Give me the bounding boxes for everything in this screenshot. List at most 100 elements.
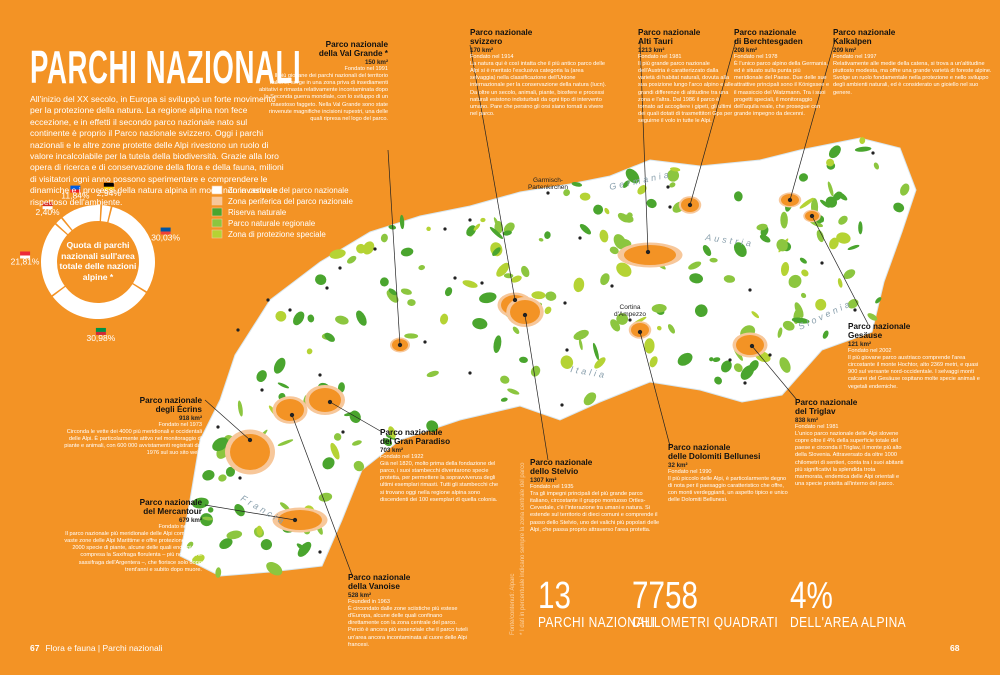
donut-label: 30,03% xyxy=(151,233,180,243)
flag xyxy=(160,231,171,235)
park-founded: Fondato nel 1990 xyxy=(668,469,712,476)
park-founded: Fondato nel 2002 xyxy=(848,348,892,355)
protected-area xyxy=(829,237,839,250)
city-dot xyxy=(610,284,614,288)
protected-area xyxy=(689,273,704,284)
protected-area xyxy=(759,234,771,243)
park-name: Parco nazionale Kalkalpen xyxy=(833,28,896,46)
protected-area xyxy=(599,229,609,243)
flag xyxy=(20,251,31,256)
leader-line xyxy=(751,345,798,401)
protected-area xyxy=(867,313,878,321)
protected-area xyxy=(622,180,630,188)
leader-line xyxy=(789,39,836,201)
park-area: 528 km² xyxy=(348,592,372,599)
protected-area xyxy=(847,299,859,309)
city-dot xyxy=(666,185,670,189)
park-text: L'unico parco nazionale delle Alpi slove… xyxy=(795,431,904,487)
protected-area xyxy=(399,214,405,230)
park-founded: Fondato nel 1979 xyxy=(158,524,202,531)
park-text: È l'unico parco alpino della Germania, e… xyxy=(734,61,830,117)
protected-areas xyxy=(186,137,910,578)
leader-dot xyxy=(327,399,333,405)
protected-area xyxy=(493,335,502,353)
park-core xyxy=(276,399,304,421)
park-founded: Founded in 1963 xyxy=(348,599,390,606)
stat-label: PARCHI NAZIONALI xyxy=(538,614,656,631)
protected-area xyxy=(610,319,621,332)
protected-area xyxy=(594,357,606,369)
park-area: 1307 km² xyxy=(530,477,557,484)
protected-area xyxy=(462,280,478,288)
protected-area xyxy=(479,292,497,304)
park-core xyxy=(278,510,322,530)
protected-area xyxy=(500,397,508,402)
protected-area xyxy=(362,241,375,255)
protected-area xyxy=(838,215,848,225)
city-dot xyxy=(628,318,632,322)
protected-area xyxy=(260,539,273,551)
protected-area xyxy=(544,231,551,239)
donut-label: 30,98% xyxy=(86,333,115,343)
protected-area xyxy=(709,257,718,263)
stat-number: 13 xyxy=(538,575,571,617)
protected-area xyxy=(404,333,419,339)
leader-line xyxy=(689,39,737,206)
park-area: 32 km² xyxy=(668,462,688,469)
donut-label: 2,94% xyxy=(97,188,122,198)
protected-area xyxy=(836,232,851,244)
protected-area xyxy=(489,226,503,239)
protected-area xyxy=(578,338,583,351)
city-dot xyxy=(260,388,264,392)
protected-area xyxy=(854,146,872,152)
park-name: Parco nazionale del Mercantour xyxy=(139,498,202,516)
park-text: Già nel 1820, molto prima della fondazio… xyxy=(380,461,499,503)
park-name: Parco nazionale degli Écrins xyxy=(139,396,202,414)
protected-area xyxy=(702,244,712,257)
park-founded: Fondato nel 1935 xyxy=(530,484,574,491)
park-founded: Fondato nel 1978 xyxy=(734,54,778,61)
city-dot xyxy=(288,308,292,312)
protected-area xyxy=(496,262,510,277)
donut-segment xyxy=(41,224,68,296)
park-founded: Fondato nel 1914 xyxy=(470,54,514,61)
protected-area xyxy=(426,370,439,378)
protected-area xyxy=(273,357,286,374)
protected-area xyxy=(669,182,676,188)
protected-area xyxy=(688,261,702,270)
city-dot xyxy=(565,348,569,352)
footer-left: 67 Flora e fauna | Parchi nazionali xyxy=(30,643,163,653)
park-card: Parco nazionale Alti Tauri 1213 km² Fondat… xyxy=(638,28,736,125)
footnote: * I dati in percentuale indicano sempre … xyxy=(520,462,526,635)
protected-area xyxy=(779,357,791,373)
stat-label: DELL'AREA ALPINA xyxy=(790,614,907,631)
protected-area xyxy=(191,554,205,564)
leader-dot xyxy=(522,312,528,318)
city-dot xyxy=(853,308,857,312)
protected-area xyxy=(740,365,755,380)
leader-dot xyxy=(687,202,693,208)
protected-area xyxy=(875,297,882,304)
park-area: 838 km² xyxy=(795,417,819,424)
protected-area xyxy=(563,189,570,197)
leader-dot xyxy=(247,437,253,443)
city-dot xyxy=(668,205,672,209)
park-founded: Fondato nel 1997 xyxy=(833,54,877,61)
park-name: Parco nazionale Alti Tauri xyxy=(638,28,701,46)
park-card: Parco nazionale dello Stelvio 1307 km² Fon… xyxy=(530,458,660,534)
park-area: 121 km² xyxy=(848,341,872,348)
protected-area xyxy=(815,298,827,311)
park-name: Parco nazionale del Gran Paradiso xyxy=(380,428,451,446)
protected-area xyxy=(573,277,585,293)
protected-area xyxy=(192,497,209,509)
protected-area xyxy=(667,324,676,334)
park-core xyxy=(309,388,341,412)
protected-area xyxy=(873,162,880,170)
park-card: Parco nazionale del Triglav 838 km² Fondat… xyxy=(795,398,905,488)
protected-area xyxy=(733,242,747,257)
park-card: Parco nazionale della Val Grande * 150 km… xyxy=(258,40,388,123)
flag xyxy=(42,206,53,210)
leader-line xyxy=(639,39,649,253)
park-card: Parco nazionale del Gran Paradiso 703 km²… xyxy=(380,428,500,504)
